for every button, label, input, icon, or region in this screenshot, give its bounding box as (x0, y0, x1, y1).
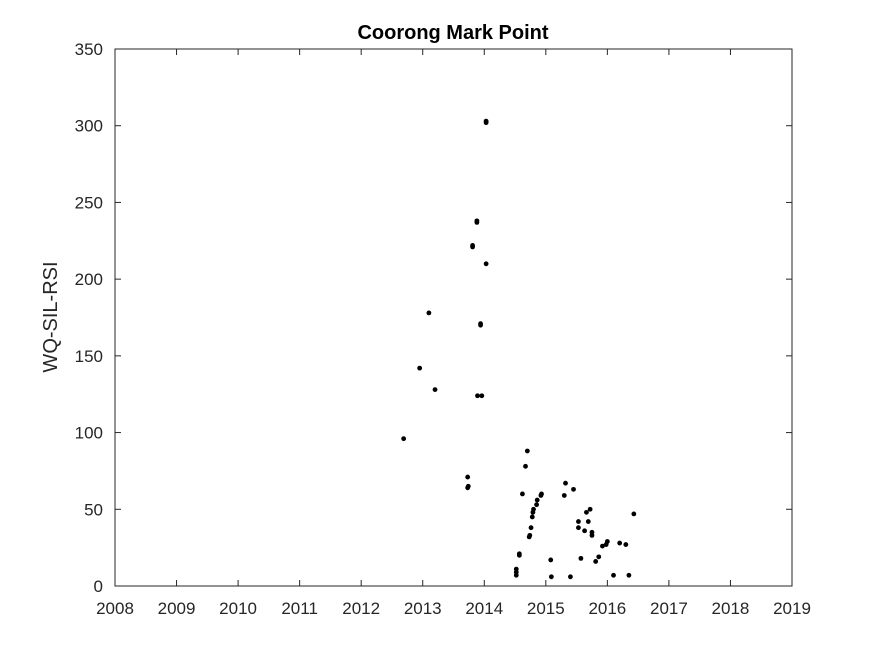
data-point (483, 261, 489, 267)
data-point (582, 528, 587, 534)
data-point (426, 310, 432, 316)
data-point (585, 519, 591, 524)
data-point (548, 557, 554, 563)
y-tick-label: 350 (75, 40, 103, 59)
x-tick-label: 2018 (712, 599, 750, 618)
data-point (534, 497, 540, 503)
y-tick-label: 200 (75, 270, 103, 289)
data-point (465, 474, 471, 480)
data-point (600, 543, 605, 549)
data-point (465, 483, 471, 489)
data-point (513, 566, 519, 572)
data-point (520, 491, 525, 497)
data-point (571, 486, 576, 492)
x-tick-label: 2013 (404, 599, 442, 618)
data-point (529, 514, 535, 520)
data-point (432, 387, 438, 393)
data-point (401, 436, 407, 442)
data-point (483, 118, 489, 124)
data-point (578, 555, 584, 561)
data-point (531, 506, 536, 512)
y-axis-label: WQ-SIL-RSI (40, 261, 62, 372)
y-tick-label: 50 (84, 500, 103, 519)
data-point (596, 554, 602, 560)
data-point (617, 540, 623, 546)
y-tick-label: 0 (94, 577, 103, 596)
x-tick-label: 2010 (219, 599, 257, 618)
data-point (528, 525, 534, 531)
data-point (470, 242, 475, 248)
y-tick-label: 100 (75, 424, 103, 443)
data-point (576, 525, 581, 531)
data-point (523, 463, 528, 469)
data-point (475, 393, 480, 399)
data-point (474, 218, 480, 224)
data-point (611, 572, 616, 578)
data-point (478, 321, 483, 327)
chart-title: Coorong Mark Point (357, 22, 548, 44)
data-point (563, 480, 568, 486)
data-point (524, 448, 530, 454)
data-point (593, 559, 599, 564)
data-point (539, 491, 544, 497)
data-point (479, 393, 485, 399)
plot-area (114, 48, 793, 587)
data-point (631, 511, 637, 517)
data-point (587, 506, 593, 512)
data-point (589, 532, 595, 538)
x-tick-label: 2012 (342, 599, 380, 618)
x-tick-label: 2015 (527, 599, 565, 618)
data-point (626, 572, 632, 578)
data-point (417, 365, 423, 371)
x-tick-label: 2011 (281, 599, 318, 618)
data-point (561, 493, 567, 498)
y-tick-label: 150 (75, 347, 103, 366)
data-point (548, 574, 554, 580)
data-point (568, 574, 573, 580)
x-tick-label: 2008 (96, 599, 134, 618)
x-tick-label: 2016 (588, 599, 626, 618)
y-tick-label: 300 (75, 117, 103, 136)
y-tick-label: 250 (75, 193, 103, 212)
data-point (516, 551, 522, 557)
data-point (534, 502, 539, 508)
data-point (604, 539, 610, 544)
x-tick-label: 2009 (158, 599, 196, 618)
data-point (584, 509, 589, 515)
data-point (576, 519, 581, 524)
x-tick-label: 2017 (650, 599, 688, 618)
x-tick-label: 2019 (773, 599, 811, 618)
data-point (527, 532, 533, 538)
data-point (623, 542, 629, 547)
x-tick-label: 2014 (465, 599, 503, 618)
